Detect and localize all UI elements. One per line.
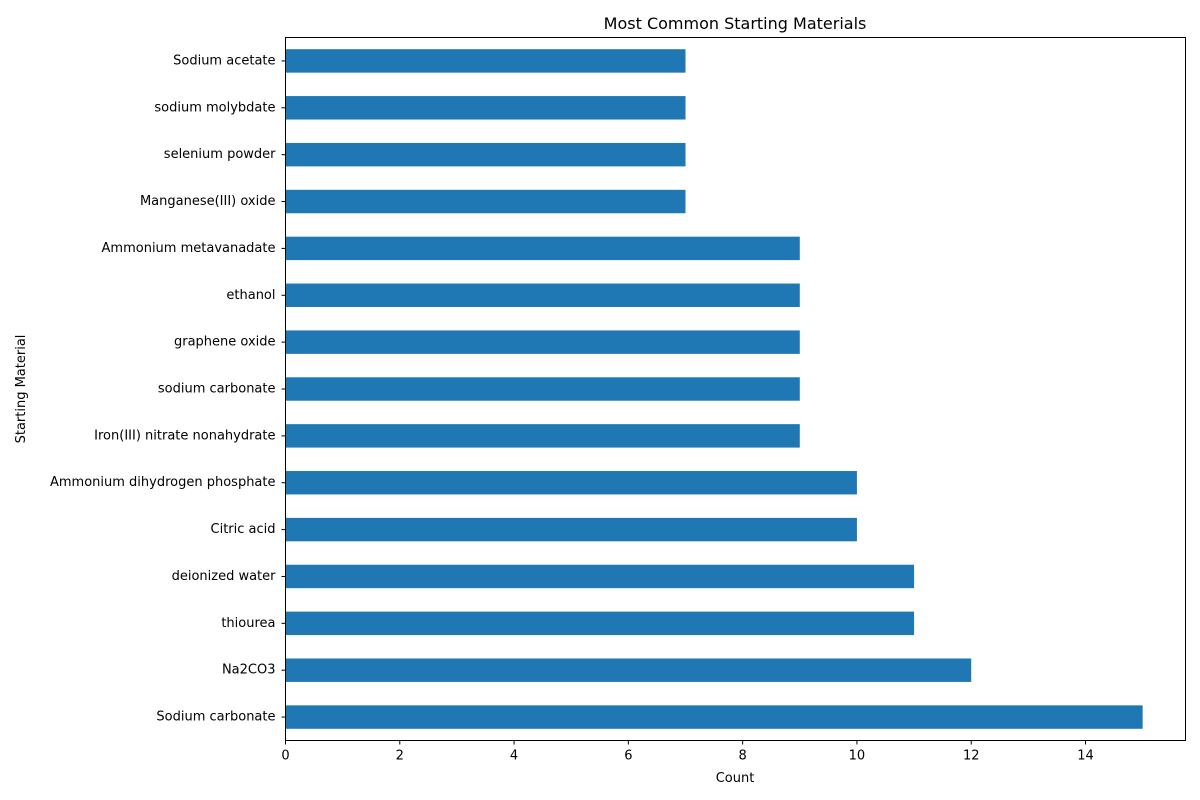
y-tick-label: Na2CO3 <box>222 663 276 678</box>
y-tick-label: thiourea <box>221 616 275 631</box>
bar <box>285 611 915 636</box>
y-tick-label: sodium molybdate <box>154 100 275 115</box>
bar <box>285 377 800 401</box>
x-tick-label: 12 <box>963 749 980 764</box>
y-tick-label: graphene oxide <box>174 335 276 350</box>
y-tick-label: Sodium carbonate <box>156 710 275 725</box>
bar <box>285 189 686 214</box>
y-axis-label: Starting Material <box>14 335 29 444</box>
x-tick-label: 10 <box>849 749 866 764</box>
bar <box>285 142 686 167</box>
bar <box>285 658 972 682</box>
x-tick-label: 14 <box>1077 749 1094 764</box>
y-tick-label: Ammonium metavanadate <box>102 241 276 256</box>
plot-frame <box>285 37 1186 741</box>
x-tick-label: 6 <box>624 749 632 764</box>
bar <box>285 705 1143 729</box>
bar <box>285 517 857 542</box>
y-axis-ticks: Sodium carbonate Na2CO3 thiourea deionized … <box>50 53 286 725</box>
y-tick-label: selenium powder <box>164 147 276 162</box>
x-tick-label: 8 <box>739 749 747 764</box>
y-tick-label: Ammonium dihydrogen phosphate <box>50 475 276 490</box>
bar <box>285 283 800 307</box>
bars-group <box>285 49 1143 729</box>
y-tick-label: Sodium acetate <box>173 53 275 68</box>
bar <box>285 564 915 589</box>
x-axis-ticks: 0 2 4 6 8 10 12 14 <box>281 740 1094 764</box>
y-tick-label: ethanol <box>226 288 275 303</box>
y-tick-label: sodium carbonate <box>158 382 276 397</box>
x-tick-label: 4 <box>510 749 518 764</box>
x-tick-label: 0 <box>281 749 289 764</box>
bar <box>285 330 800 354</box>
y-tick-label: deionized water <box>172 569 277 584</box>
y-tick-label: Manganese(III) oxide <box>140 194 276 209</box>
bar <box>285 96 686 120</box>
y-tick-label: Iron(III) nitrate nonahydrate <box>94 428 275 443</box>
chart-title: Most Common Starting Materials <box>604 14 867 33</box>
bar <box>285 236 800 261</box>
y-tick-label: Citric acid <box>211 522 276 537</box>
bar <box>285 471 857 495</box>
x-axis-label: Count <box>716 771 755 786</box>
x-tick-label: 2 <box>396 749 404 764</box>
bar <box>285 424 800 448</box>
bar <box>285 49 686 73</box>
